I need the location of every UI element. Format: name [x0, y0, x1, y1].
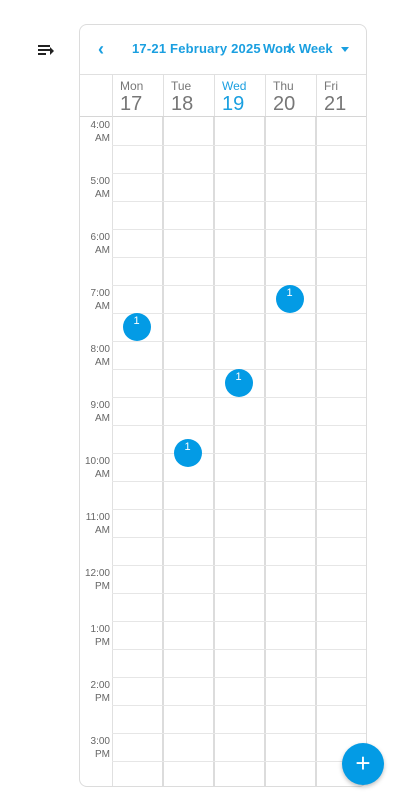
event-cluster[interactable]: 1: [275, 285, 304, 313]
day-of-week: Thu: [273, 79, 294, 93]
time-label: 6:00 AM: [90, 232, 110, 256]
column-divider: [366, 117, 367, 787]
slot-line: [112, 453, 366, 454]
time-label: 5:00 AM: [90, 176, 110, 200]
slot-line: [112, 537, 366, 538]
day-of-week: Fri: [324, 79, 338, 93]
menu-icon-line: [38, 53, 46, 55]
header-divider: [80, 116, 366, 117]
column-divider: [264, 117, 266, 786]
day-of-month: 20: [273, 93, 296, 115]
day-header-tue[interactable]: Tue 18: [163, 75, 214, 117]
column-divider: [315, 117, 317, 786]
time-label: 4:00 AM: [90, 120, 110, 144]
slot-line: [112, 341, 366, 342]
slot-line: [112, 761, 366, 762]
slot-line: [112, 257, 366, 258]
slot-line: [112, 285, 366, 286]
date-range-label[interactable]: 17-21 February 2025: [132, 41, 261, 56]
day-of-month: 21: [324, 93, 347, 115]
day-of-month: 19: [222, 93, 245, 115]
caret-down-icon[interactable]: [341, 47, 349, 52]
slot-line: [112, 397, 366, 398]
time-label: 8:00 AM: [90, 344, 110, 368]
slot-line: [112, 733, 366, 734]
time-label: 3:00 PM: [90, 736, 110, 760]
day-of-week: Wed: [222, 79, 247, 93]
time-label: 10:00 AM: [84, 456, 110, 480]
slot-line: [112, 481, 366, 482]
slot-line: [112, 649, 366, 650]
menu-icon-line: [38, 45, 50, 47]
menu-toggle-button[interactable]: [38, 43, 54, 57]
event-cluster[interactable]: 1: [224, 369, 253, 397]
event-cluster[interactable]: 1: [173, 439, 202, 467]
slot-line: [112, 565, 366, 566]
slot-line: [112, 145, 366, 146]
plus-icon: +: [355, 748, 371, 778]
chevron-left-icon[interactable]: ‹: [98, 39, 104, 59]
day-header-mon[interactable]: Mon 17: [112, 75, 163, 117]
time-label: 7:00 AM: [90, 288, 110, 312]
calendar-toolbar: ‹ 17-21 February 2025 › Work Week: [80, 25, 366, 75]
time-label: 9:00 AM: [90, 400, 110, 424]
chevron-right-icon[interactable]: ›: [286, 40, 292, 57]
day-of-month: 18: [171, 93, 194, 115]
time-grid: 4:00 AM 5:00 AM 6:00 AM 7:00 AM 8:00 AM 9:00 AM 10:0…: [80, 75, 367, 787]
day-of-month: 17: [120, 93, 143, 115]
time-label: 11:00 AM: [85, 512, 110, 536]
slot-line: [112, 705, 366, 706]
event-cluster[interactable]: 1: [122, 313, 151, 341]
add-event-button[interactable]: +: [342, 743, 384, 785]
slot-line: [112, 313, 366, 314]
menu-icon-arrow: [50, 47, 54, 55]
slot-line: [112, 677, 366, 678]
column-divider: [213, 117, 215, 786]
day-of-week: Tue: [171, 79, 192, 93]
time-label: 2:00 PM: [90, 680, 110, 704]
slot-line: [112, 201, 366, 202]
slot-line: [112, 509, 366, 510]
gutter-divider: [112, 75, 113, 786]
time-label: 1:00 PM: [90, 624, 110, 648]
menu-icon-line: [38, 49, 50, 51]
view-select[interactable]: Work Week: [263, 41, 333, 56]
calendar-card: ‹ 17-21 February 2025 › Work Week Mon 17 T…: [79, 24, 367, 787]
column-divider: [162, 117, 164, 786]
slot-line: [112, 229, 366, 230]
slot-line: [112, 173, 366, 174]
slot-line: [112, 621, 366, 622]
day-header-wed[interactable]: Wed 19: [214, 75, 265, 117]
time-label: 12:00 PM: [84, 568, 110, 592]
day-header-thu[interactable]: Thu 20: [265, 75, 316, 117]
slot-line: [112, 593, 366, 594]
day-of-week: Mon: [120, 79, 144, 93]
slot-line: [112, 425, 366, 426]
day-header-fri[interactable]: Fri 21: [316, 75, 366, 117]
